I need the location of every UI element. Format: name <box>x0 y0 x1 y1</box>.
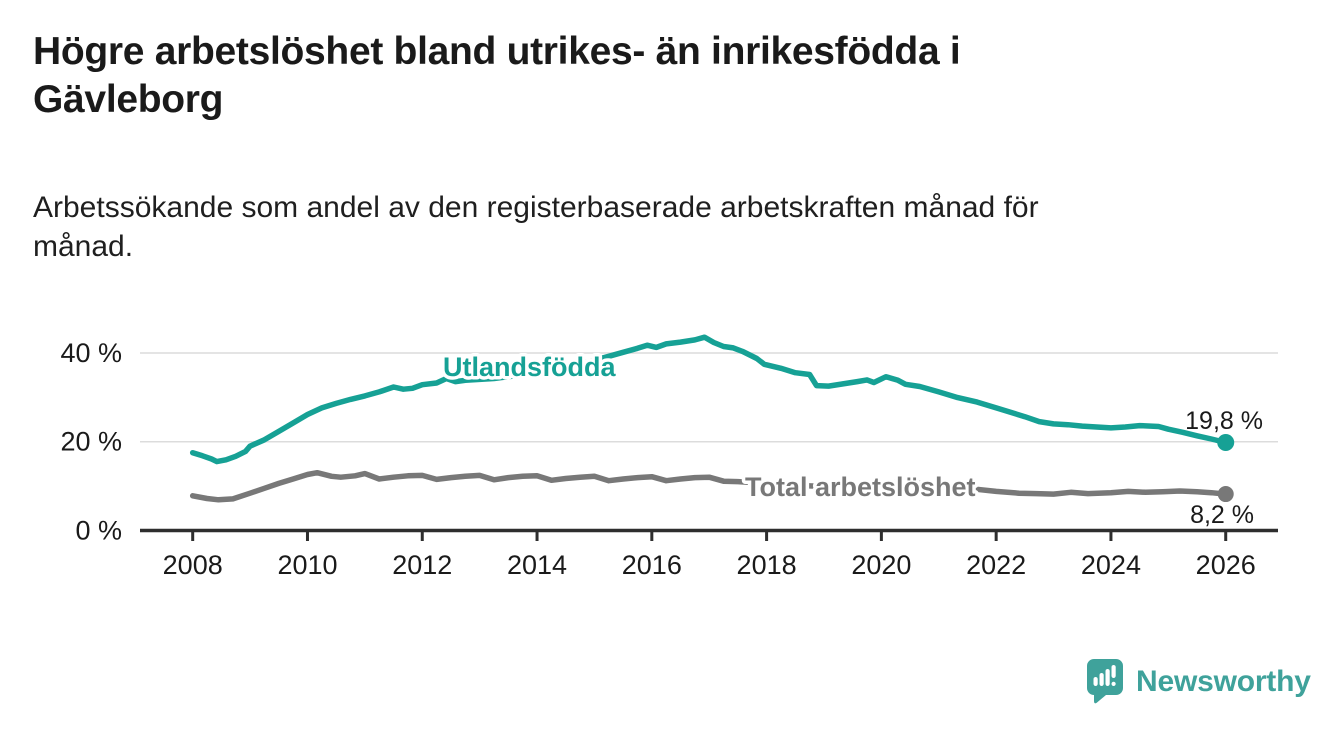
series-line-utlandsfodda <box>189 334 1229 465</box>
end-point-total-arbetsloshet <box>1217 486 1234 503</box>
page-title-line1: Högre arbetslöshet bland utrikes- än inr… <box>33 30 961 73</box>
series-label-total-arbetsloshet: Total arbetslöshet <box>745 472 976 502</box>
x-axis-tick-label-2016: 2016 <box>622 550 682 580</box>
newsworthy-logo-text: Newsworthy <box>1136 665 1311 698</box>
page-title-line2: Gävleborg <box>33 78 224 121</box>
x-axis-tick-label-2012: 2012 <box>392 550 452 580</box>
end-value-label-utlandsfodda: 19,8 % <box>1185 407 1263 435</box>
y-axis-tick-label-0: 0 % <box>75 516 122 546</box>
chart-subtitle-line2: månad. <box>33 230 134 263</box>
newsworthy-logo: Newsworthy <box>1086 656 1311 708</box>
chart-subtitle: Arbetssökande som andel av den registerb… <box>33 188 1233 266</box>
end-value-label-total-arbetsloshet: 8,2 % <box>1190 501 1254 529</box>
x-axis-tick-label-2024: 2024 <box>1081 550 1141 580</box>
exclamation-bar <box>1111 665 1116 678</box>
end-point-utlandsfodda <box>1217 434 1235 452</box>
y-axis-tick-label-20: 20 % <box>60 427 122 457</box>
x-axis-tick-label-2010: 2010 <box>277 550 337 580</box>
chart-subtitle-line1: Arbetssökande som andel av den registerb… <box>33 191 1039 224</box>
x-axis-tick-label-2026: 2026 <box>1196 550 1256 580</box>
x-axis-tick-label-2020: 2020 <box>851 550 911 580</box>
bar-chart-glyph <box>1093 665 1116 686</box>
exclamation-dot <box>1111 681 1116 686</box>
x-axis-tick-labels: 2008 2010 2012 2014 2016 2018 2020 2022 2024 2026 <box>163 550 1256 580</box>
y-axis-tick-label-40: 40 % <box>60 338 122 368</box>
speech-bubble-shape <box>1087 659 1123 704</box>
x-axis-tick-label-2018: 2018 <box>737 550 797 580</box>
page-title: Högre arbetslöshet bland utrikes- än inr… <box>33 28 1213 124</box>
series-line-total-arbetsloshet <box>189 469 1229 503</box>
x-axis-tick-label-2014: 2014 <box>507 550 567 580</box>
x-axis-tick-label-2022: 2022 <box>966 550 1026 580</box>
newsworthy-logo-icon <box>1087 659 1123 704</box>
series-label-utlandsfodda: Utlandsfödda <box>443 352 616 382</box>
x-axis-tick-label-2008: 2008 <box>163 550 223 580</box>
x-axis-ticks <box>191 531 1228 541</box>
